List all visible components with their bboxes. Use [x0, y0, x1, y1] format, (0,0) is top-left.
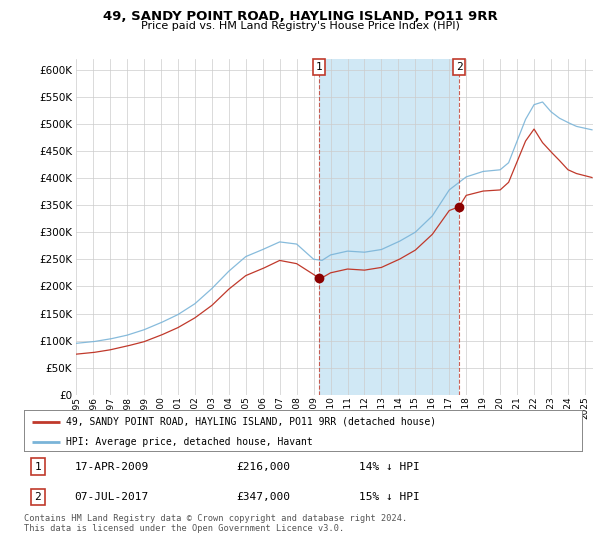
Text: 49, SANDY POINT ROAD, HAYLING ISLAND, PO11 9RR: 49, SANDY POINT ROAD, HAYLING ISLAND, PO… — [103, 10, 497, 22]
Text: 1: 1 — [35, 461, 41, 472]
Text: 2: 2 — [35, 492, 41, 502]
Text: 49, SANDY POINT ROAD, HAYLING ISLAND, PO11 9RR (detached house): 49, SANDY POINT ROAD, HAYLING ISLAND, PO… — [66, 417, 436, 427]
Text: 2: 2 — [456, 62, 463, 72]
Text: HPI: Average price, detached house, Havant: HPI: Average price, detached house, Hava… — [66, 437, 313, 447]
Text: £347,000: £347,000 — [236, 492, 290, 502]
Text: Price paid vs. HM Land Registry's House Price Index (HPI): Price paid vs. HM Land Registry's House … — [140, 21, 460, 31]
Text: 17-APR-2009: 17-APR-2009 — [74, 461, 148, 472]
Text: 14% ↓ HPI: 14% ↓ HPI — [359, 461, 419, 472]
Text: 1: 1 — [316, 62, 322, 72]
Text: 07-JUL-2017: 07-JUL-2017 — [74, 492, 148, 502]
Text: 15% ↓ HPI: 15% ↓ HPI — [359, 492, 419, 502]
Text: Contains HM Land Registry data © Crown copyright and database right 2024.
This d: Contains HM Land Registry data © Crown c… — [24, 514, 407, 534]
Text: £216,000: £216,000 — [236, 461, 290, 472]
Bar — [319, 59, 459, 395]
